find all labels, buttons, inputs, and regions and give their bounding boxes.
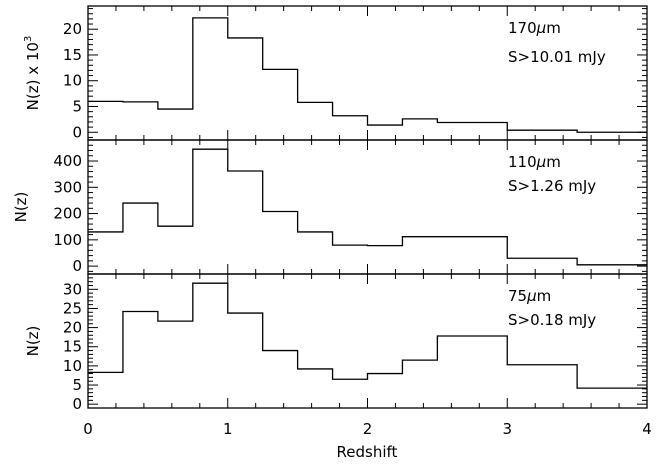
y-tick-label: 15 bbox=[63, 338, 82, 356]
panel-2: 0 100 200 300 400 N(z) 110μm S>1.26 mJy bbox=[12, 139, 648, 275]
y-tick-label: 15 bbox=[63, 46, 82, 64]
y-tick-label: 100 bbox=[53, 231, 82, 249]
y-tick-label: 10 bbox=[63, 72, 82, 90]
annotation-unit: m bbox=[546, 19, 561, 37]
y-tick-label: 20 bbox=[63, 319, 82, 337]
y-tick-label: 10 bbox=[63, 357, 82, 375]
y-tick-label: 0 bbox=[72, 123, 82, 141]
annotation-unit: m bbox=[537, 287, 552, 305]
x-tick-label: 3 bbox=[502, 420, 512, 438]
panel-frame bbox=[87, 273, 648, 409]
annotation-wavelength: 75μm bbox=[508, 287, 551, 305]
y-axis-label-superscript: 3 bbox=[23, 36, 34, 42]
annotation-mu: μ bbox=[536, 153, 547, 171]
y-tick-label: 25 bbox=[63, 299, 82, 317]
annotation-mu: μ bbox=[536, 19, 547, 37]
annotation-wavelength: 110μm bbox=[508, 153, 561, 171]
x-tick-label: 4 bbox=[642, 420, 652, 438]
y-tick-label: 30 bbox=[63, 280, 82, 298]
x-axis-group: 0 1 2 3 4 Redshift bbox=[83, 420, 652, 461]
y-tick-label: 5 bbox=[72, 376, 82, 394]
y-tick-label: 5 bbox=[72, 98, 82, 116]
y-tick-label: 0 bbox=[72, 257, 82, 275]
y-tick-label: 0 bbox=[72, 395, 82, 413]
x-tick-label: 0 bbox=[83, 420, 93, 438]
annotation-wavelength: 170μm bbox=[508, 19, 561, 37]
y-axis-label: N(z) bbox=[24, 326, 42, 357]
y-tick-label: 400 bbox=[53, 152, 82, 170]
histogram-series bbox=[88, 17, 647, 133]
y-tick-label: 300 bbox=[53, 178, 82, 196]
annotation-flux-limit: S>1.26 mJy bbox=[508, 177, 596, 195]
annotation-flux-limit: S>10.01 mJy bbox=[508, 48, 606, 66]
y-tick-label: 200 bbox=[53, 205, 82, 223]
panel-1: 0 5 10 15 20 N(z) x 103 170μm S>10.01 mJy bbox=[23, 5, 648, 141]
x-tick-labels: 0 1 2 3 4 bbox=[83, 420, 652, 438]
annotation-unit: m bbox=[546, 153, 561, 171]
annotation-flux-limit: S>0.18 mJy bbox=[508, 311, 596, 329]
y-axis-label: N(z) bbox=[12, 192, 30, 223]
x-axis-label: Redshift bbox=[337, 443, 398, 461]
y-axis-label: N(z) x 103 bbox=[23, 36, 42, 111]
x-tick-label: 2 bbox=[363, 420, 373, 438]
annotation-mu: μ bbox=[526, 287, 537, 305]
x-tick-label: 1 bbox=[223, 420, 233, 438]
y-tick-label: 20 bbox=[63, 20, 82, 38]
panel-frame bbox=[87, 139, 648, 275]
histogram-series bbox=[88, 148, 647, 266]
histogram-series bbox=[88, 282, 647, 389]
